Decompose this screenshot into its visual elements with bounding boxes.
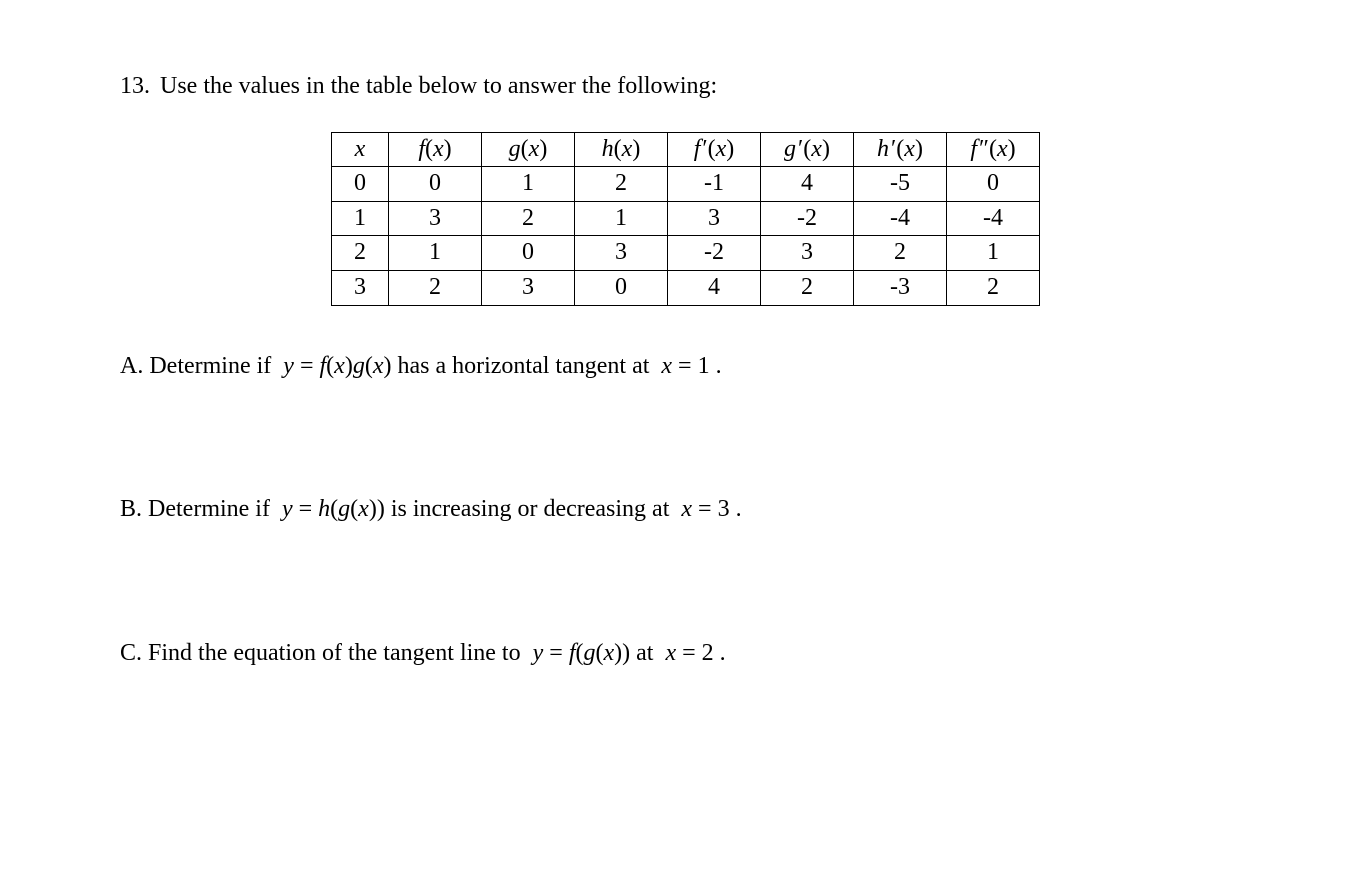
part-C-text: Find the equation of the tangent line to… xyxy=(148,640,726,666)
table-cell: 3 xyxy=(332,270,389,305)
table-cell: 3 xyxy=(761,236,854,271)
part-A-label: A. xyxy=(120,353,143,379)
page: 13. Use the values in the table below to… xyxy=(0,0,1371,893)
table-cell: 2 xyxy=(332,236,389,271)
problem-intro: Use the values in the table below to ans… xyxy=(160,70,1251,104)
table-cell: -2 xyxy=(761,201,854,236)
col-gp: g ′(x) xyxy=(761,132,854,167)
table-cell: 4 xyxy=(761,167,854,202)
col-x: x xyxy=(332,132,389,167)
table-cell: 2 xyxy=(947,270,1040,305)
table-cell: 0 xyxy=(332,167,389,202)
table-row: 0012-14-50 xyxy=(332,167,1040,202)
col-h: h(x) xyxy=(575,132,668,167)
table-row: 13213-2-4-4 xyxy=(332,201,1040,236)
part-C-label: C. xyxy=(120,640,142,666)
values-table: x f(x) g(x) h(x) f ′(x) g ′(x) h ′(x) f … xyxy=(331,132,1040,306)
part-B-label: B. xyxy=(120,496,142,522)
table-cell: -4 xyxy=(947,201,1040,236)
table-header-row: x f(x) g(x) h(x) f ′(x) g ′(x) h ′(x) f … xyxy=(332,132,1040,167)
part-B-text: Determine if y = h(g(x)) is increasing o… xyxy=(148,496,742,522)
table-cell: 0 xyxy=(575,270,668,305)
table-cell: 0 xyxy=(389,167,482,202)
col-g: g(x) xyxy=(482,132,575,167)
table-cell: 3 xyxy=(668,201,761,236)
table-cell: 3 xyxy=(575,236,668,271)
table-cell: 2 xyxy=(482,201,575,236)
table-body: 0012-14-5013213-2-4-42103-2321323042-32 xyxy=(332,167,1040,305)
table-cell: -2 xyxy=(668,236,761,271)
table-cell: 0 xyxy=(947,167,1040,202)
table-cell: 1 xyxy=(947,236,1040,271)
table-cell: 2 xyxy=(389,270,482,305)
problem-number: 13. xyxy=(120,70,160,104)
table-cell: 2 xyxy=(761,270,854,305)
part-A: A. Determine if y = f(x)g(x) has a horiz… xyxy=(120,350,1251,384)
table-row: 323042-32 xyxy=(332,270,1040,305)
table-cell: 3 xyxy=(482,270,575,305)
table-cell: 0 xyxy=(482,236,575,271)
table-cell: 1 xyxy=(389,236,482,271)
col-fpp: f ″(x) xyxy=(947,132,1040,167)
table-cell: 1 xyxy=(575,201,668,236)
part-C: C. Find the equation of the tangent line… xyxy=(120,637,1251,671)
table-cell: -3 xyxy=(854,270,947,305)
col-hp: h ′(x) xyxy=(854,132,947,167)
table-cell: -4 xyxy=(854,201,947,236)
table-cell: 4 xyxy=(668,270,761,305)
col-f: f(x) xyxy=(389,132,482,167)
table-cell: -1 xyxy=(668,167,761,202)
problem-heading: 13. Use the values in the table below to… xyxy=(120,70,1251,104)
part-B: B. Determine if y = h(g(x)) is increasin… xyxy=(120,493,1251,527)
col-fp: f ′(x) xyxy=(668,132,761,167)
part-A-text: Determine if y = f(x)g(x) has a horizont… xyxy=(149,353,721,379)
table-cell: 3 xyxy=(389,201,482,236)
table-cell: 2 xyxy=(575,167,668,202)
table-cell: 1 xyxy=(332,201,389,236)
table-cell: 2 xyxy=(854,236,947,271)
table-cell: -5 xyxy=(854,167,947,202)
table-cell: 1 xyxy=(482,167,575,202)
table-row: 2103-2321 xyxy=(332,236,1040,271)
